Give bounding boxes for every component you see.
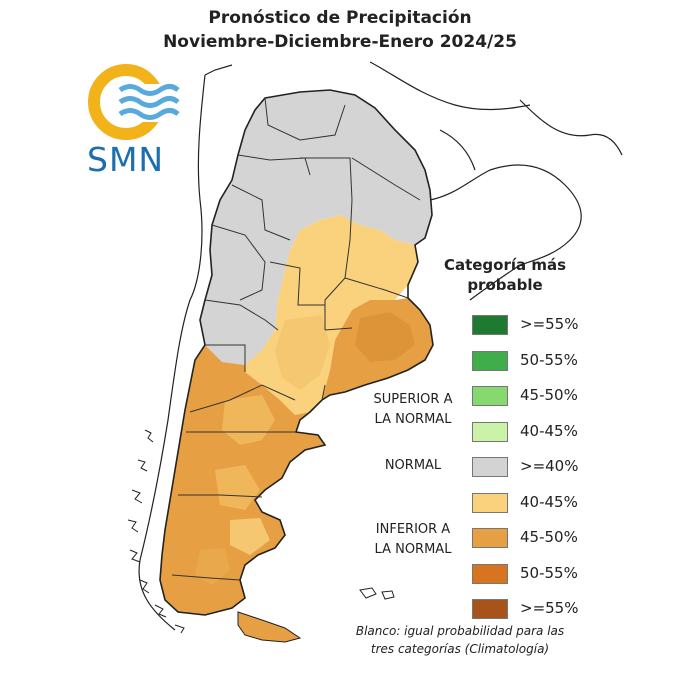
legend-group-inferior: INFERIOR A LA NORMAL [358,520,468,560]
legend-group-superior: SUPERIOR A LA NORMAL [358,390,468,430]
legend-group-superior-line1: SUPERIOR A [373,392,453,407]
neighbor-borders [138,61,623,631]
legend-swatch-label: 45-50% [520,386,578,404]
map-title-line2: Noviembre-Diciembre-Enero 2024/25 [163,32,517,52]
legend-swatch [472,350,508,371]
legend-swatch-label: 50-55% [520,350,578,369]
legend-swatch-label: 50-55% [520,563,578,582]
legend-swatch [472,528,508,548]
legend-swatch-label: 40-45% [520,492,578,511]
legend-swatch-label: >=40% [520,457,579,475]
province-borders [171,97,421,581]
legend-swatch-label: 45-50% [520,528,578,546]
map-title-line1: Pronóstico de Precipitación [208,8,472,28]
legend-swatch-label: 40-45% [520,421,578,440]
legend-group-normal: NORMAL [384,458,442,473]
chile-coast-islands [127,429,395,634]
legend-title: Categoría más probable [440,255,570,295]
legend-swatch [472,386,508,406]
legend-swatch [472,315,508,335]
smn-logo-text: SMN [87,140,165,179]
climatology-note-line2: tres categorías (Climatología) [370,642,550,656]
normal-region [200,90,432,365]
legend-swatch [472,492,508,513]
legend-swatch [472,563,508,584]
legend-swatch-label: >=55% [520,599,579,617]
legend-swatch [472,457,508,477]
inferior-40-45-region [245,215,418,415]
argentina-outline [159,89,434,616]
climatology-note-line1: Blanco: igual probabilidad para las [355,624,565,638]
tierra-del-fuego [237,611,302,643]
legend-group-inferior-line2: LA NORMAL [374,542,452,557]
legend-group-superior-line2: LA NORMAL [374,412,452,427]
inferior-45-50-region-north [322,298,433,400]
climatology-note: Blanco: igual probabilidad para las tres… [330,622,590,658]
legend-swatch [472,599,508,619]
legend-swatch-label: >=55% [520,315,579,333]
smn-logo [88,64,180,140]
legend-title-line1: Categoría más [443,256,567,274]
legend-group-inferior-line1: INFERIOR A [375,522,451,537]
legend-swatch [472,421,508,442]
legend-title-line2: probable [467,276,543,294]
